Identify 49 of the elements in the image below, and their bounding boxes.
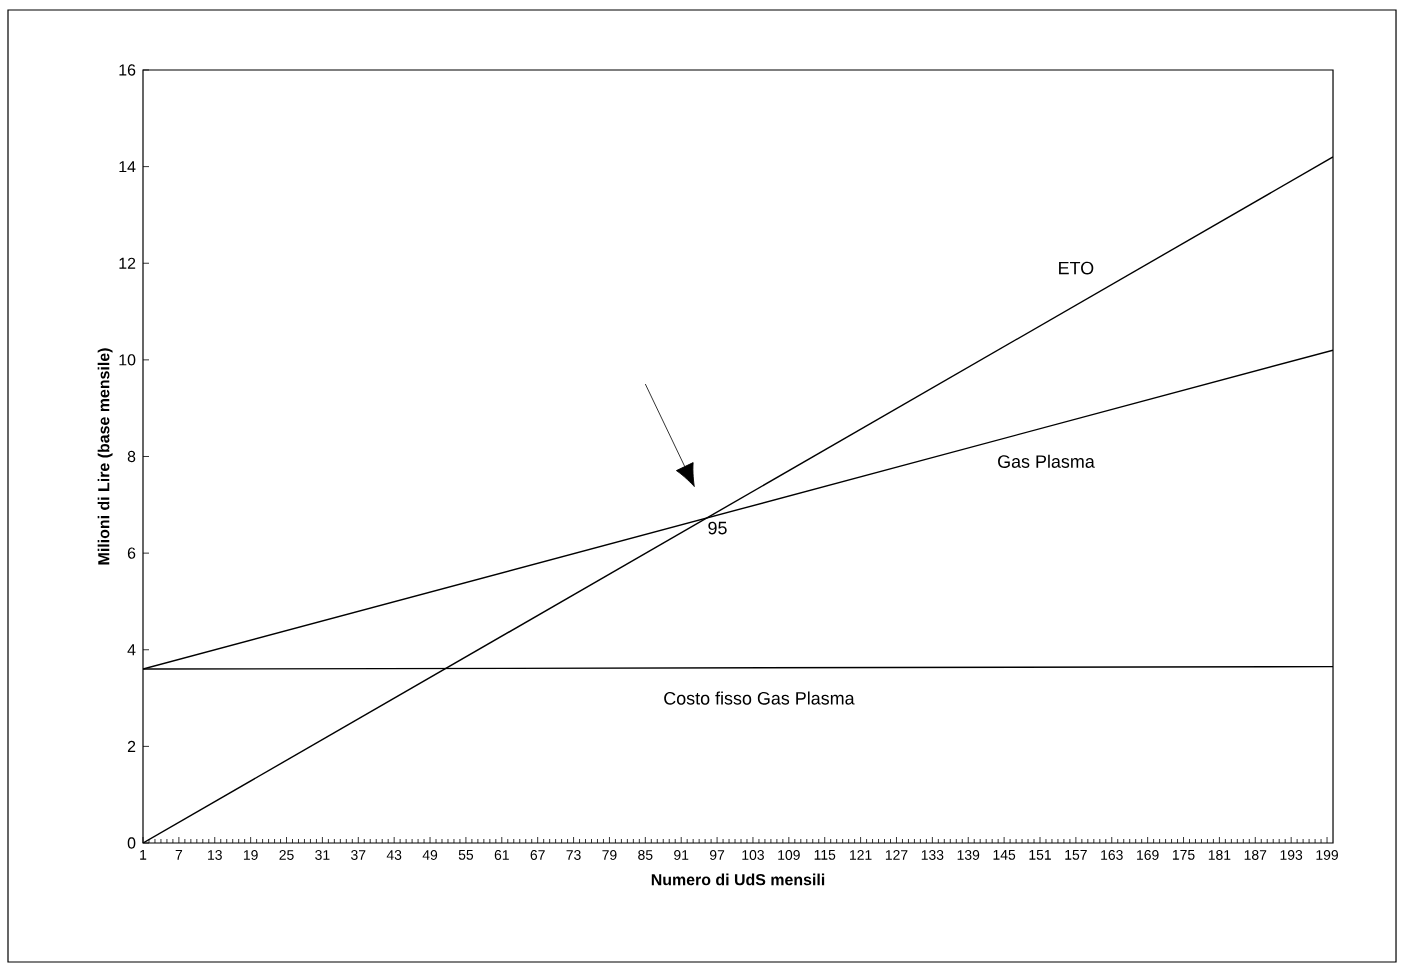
annotation: 95 bbox=[708, 521, 727, 535]
x-tick-label: 85 bbox=[638, 850, 653, 860]
x-tick-label: 55 bbox=[458, 850, 474, 860]
x-tick-label: 91 bbox=[674, 850, 689, 860]
x-tick-label: 109 bbox=[778, 850, 800, 860]
x-tick-label: 49 bbox=[422, 850, 438, 860]
x-tick-label: 61 bbox=[494, 850, 509, 860]
x-tick-label: 115 bbox=[814, 850, 836, 860]
y-tick-label: 4 bbox=[127, 644, 136, 656]
x-tick-label: 139 bbox=[957, 850, 980, 860]
x-tick-label: 19 bbox=[243, 850, 258, 860]
series-label: Costo fisso Gas Plasma bbox=[664, 691, 855, 705]
x-tick-label: 43 bbox=[386, 850, 402, 860]
y-tick-label: 8 bbox=[127, 450, 136, 463]
x-axis-title: Numero di UdS mensili bbox=[651, 873, 825, 886]
x-tick-label: 181 bbox=[1208, 850, 1231, 860]
x-tick-label: 151 bbox=[1029, 850, 1051, 860]
x-tick-label: 103 bbox=[742, 850, 764, 860]
x-tick-label: 133 bbox=[921, 850, 944, 860]
x-tick-label: 193 bbox=[1280, 850, 1303, 860]
y-tick-label: 2 bbox=[127, 740, 136, 752]
x-tick-label: 37 bbox=[351, 850, 366, 860]
x-tick-label: 1 bbox=[140, 850, 147, 860]
x-tick-label: 73 bbox=[566, 850, 581, 860]
x-tick-label: 79 bbox=[602, 850, 617, 860]
x-tick-label: 25 bbox=[279, 850, 294, 860]
y-tick-label: 12 bbox=[119, 257, 136, 269]
x-tick-label: 169 bbox=[1137, 850, 1159, 860]
x-tick-label: 13 bbox=[208, 850, 222, 860]
x-tick-label: 187 bbox=[1244, 850, 1267, 860]
x-tick-label: 7 bbox=[175, 850, 183, 860]
x-tick-label: 97 bbox=[709, 850, 725, 860]
x-tick-label: 145 bbox=[993, 850, 1016, 860]
x-tick-label: 163 bbox=[1101, 850, 1123, 860]
y-tick-label: 0 bbox=[127, 837, 136, 849]
series-label: Gas Plasma bbox=[998, 454, 1095, 468]
y-tick-label: 14 bbox=[119, 161, 136, 173]
x-tick-label: 199 bbox=[1316, 850, 1338, 860]
series-label: ETO bbox=[1059, 261, 1094, 275]
y-tick-label: 6 bbox=[127, 547, 136, 559]
y-axis-title: Milioni di Lire (base mensile) bbox=[97, 348, 113, 565]
x-tick-label: 127 bbox=[885, 850, 908, 860]
x-tick-label: 157 bbox=[1065, 850, 1087, 860]
x-tick-label: 121 bbox=[850, 850, 872, 860]
y-tick-label: 16 bbox=[119, 64, 136, 76]
x-tick-label: 67 bbox=[530, 850, 545, 860]
x-tick-label: 31 bbox=[315, 850, 330, 860]
x-tick-label: 175 bbox=[1172, 850, 1195, 860]
y-tick-label: 10 bbox=[119, 354, 136, 366]
